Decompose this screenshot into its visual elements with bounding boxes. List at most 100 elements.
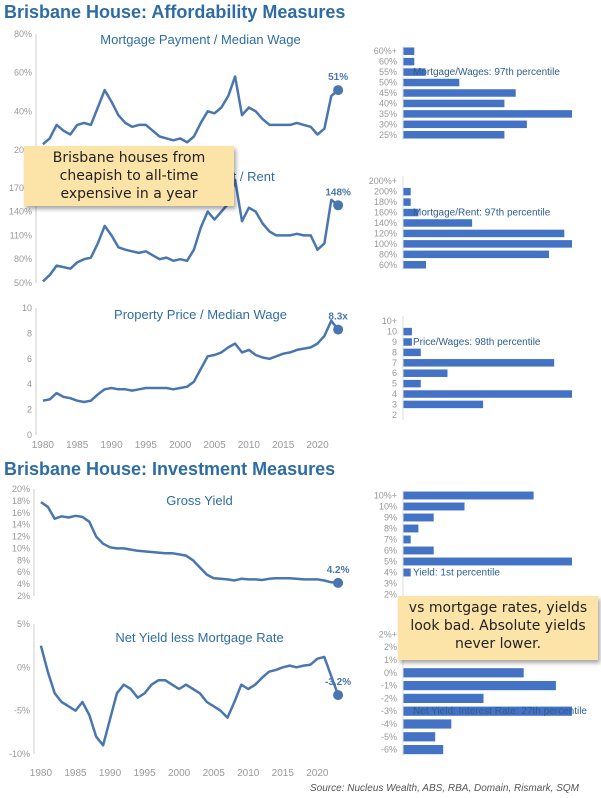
bar-category-label: 6 — [392, 368, 397, 378]
x-tick-label: 1995 — [135, 440, 158, 451]
histogram-bar — [403, 78, 460, 87]
x-tick-label: 2015 — [272, 440, 295, 451]
end-value-label: 148% — [325, 187, 351, 198]
series-end-point — [333, 324, 344, 335]
bar-category-label: 45% — [379, 88, 397, 98]
histogram-bar — [403, 568, 411, 577]
histogram-bar — [403, 369, 448, 377]
series-line — [42, 178, 339, 283]
series-end-point — [333, 85, 344, 96]
series-line — [42, 75, 339, 146]
chart-title: Property Price / Median Wage — [114, 307, 287, 322]
y-tick-label: 5% — [17, 619, 30, 629]
bar-category-label: 3 — [392, 399, 397, 409]
bar-category-label: 8 — [392, 347, 397, 357]
percentile-annotation: Mortgage/Rent: 97th percentile — [413, 208, 551, 219]
y-tick-label: 80% — [14, 254, 32, 264]
y-tick-label: 8% — [17, 555, 30, 565]
bar-category-label: 10+ — [382, 316, 397, 326]
x-tick-label: 2010 — [238, 440, 261, 451]
histogram-bar — [403, 131, 505, 139]
end-value-label: 51% — [328, 72, 348, 83]
bar-category-label: 9% — [384, 513, 397, 523]
histogram-bar — [403, 719, 452, 729]
bar-category-label: 35% — [379, 109, 397, 119]
bar-category-label: -4% — [381, 719, 397, 729]
histogram-bar — [403, 120, 527, 129]
x-tick-label: 2005 — [203, 440, 226, 451]
y-tick-label: 6 — [27, 354, 32, 364]
histogram-bar — [403, 668, 524, 678]
y-tick-label: 80% — [14, 29, 32, 39]
y-tick-label: 4 — [27, 379, 32, 389]
y-tick-label: 6% — [17, 567, 30, 577]
bar-category-label: 40% — [379, 98, 397, 108]
bar-category-label: 140% — [374, 218, 397, 228]
bar-category-label: 30% — [379, 119, 397, 129]
bar-category-label: 200% — [374, 187, 397, 197]
bar-category-label: 0% — [384, 668, 397, 678]
histogram-bar — [403, 338, 412, 346]
x-tick-label: 1985 — [64, 768, 87, 779]
bar-category-label: 8% — [384, 524, 397, 534]
bar-category-label: -6% — [381, 745, 397, 755]
bar-category-label: 2% — [384, 590, 397, 600]
bar-category-label: 10 — [387, 327, 397, 337]
histogram-bar — [403, 400, 484, 409]
histogram-bar — [403, 359, 555, 367]
bar-category-label: 60% — [379, 260, 397, 270]
histogram-bar — [403, 390, 572, 398]
histogram-bar — [403, 89, 516, 97]
end-value-label: 4.2% — [327, 565, 350, 576]
series-end-point — [333, 200, 344, 211]
percentile-annotation: Mortgage/Wages: 97th percentile — [413, 67, 560, 78]
histogram-bar — [403, 47, 415, 55]
end-value-label: 8.3x — [328, 312, 348, 323]
histogram-bar — [403, 535, 411, 544]
bar-category-label: 10%+ — [374, 491, 397, 501]
bar-category-label: 60% — [379, 57, 397, 67]
series-line — [39, 645, 340, 747]
y-tick-label: 12% — [12, 532, 30, 542]
chart-title: Mortgage Payment / Median Wage — [100, 32, 300, 47]
histogram-bar — [403, 513, 434, 522]
x-tick-label: 2000 — [168, 768, 191, 779]
histogram-bar — [403, 250, 549, 259]
bar-category-label: 25% — [379, 130, 397, 140]
histogram-bar — [403, 240, 572, 248]
bar-category-label: 2 — [392, 410, 397, 420]
histogram-bar — [403, 219, 473, 227]
bar-category-label: 160% — [374, 208, 397, 218]
y-tick-label: 170% — [9, 183, 32, 193]
source-note: Source: Nucleus Wealth, ABS, RBA, Domain… — [310, 783, 579, 794]
y-tick-label: -10% — [9, 749, 30, 759]
bar-category-label: 2% — [384, 642, 397, 652]
y-tick-label: 10 — [22, 303, 32, 313]
bar-category-label: 5% — [384, 557, 397, 567]
x-tick-label: 1985 — [66, 440, 89, 451]
histogram-bar — [403, 348, 421, 357]
y-tick-label: 20% — [14, 145, 32, 155]
affordability-callout: Brisbane houses from cheapish to all-tim… — [24, 146, 234, 206]
bar-category-label: 10% — [379, 502, 397, 512]
affordability-section-title: Brisbane House: Affordability Measures — [4, 2, 346, 22]
histogram-bar — [403, 706, 572, 716]
bar-category-label: 3% — [384, 579, 397, 589]
y-tick-label: 40% — [14, 106, 32, 116]
x-tick-label: 2015 — [272, 768, 295, 779]
bar-category-label: 4 — [392, 389, 397, 399]
histogram-bar — [403, 491, 534, 500]
y-tick-label: 10% — [12, 543, 30, 553]
y-tick-label: 0 — [27, 430, 32, 440]
y-tick-label: 140% — [9, 207, 32, 217]
bar-category-label: 6% — [384, 546, 397, 556]
series-line — [40, 501, 339, 585]
bar-category-label: -1% — [381, 681, 397, 691]
histogram-bar — [403, 524, 419, 533]
bar-category-label: 2%+ — [379, 629, 397, 639]
y-tick-label: 110% — [10, 230, 32, 240]
histogram-bar — [403, 187, 411, 196]
percentile-annotation: Yield: 1st percentile — [413, 568, 500, 579]
bar-category-label: -5% — [381, 732, 397, 742]
